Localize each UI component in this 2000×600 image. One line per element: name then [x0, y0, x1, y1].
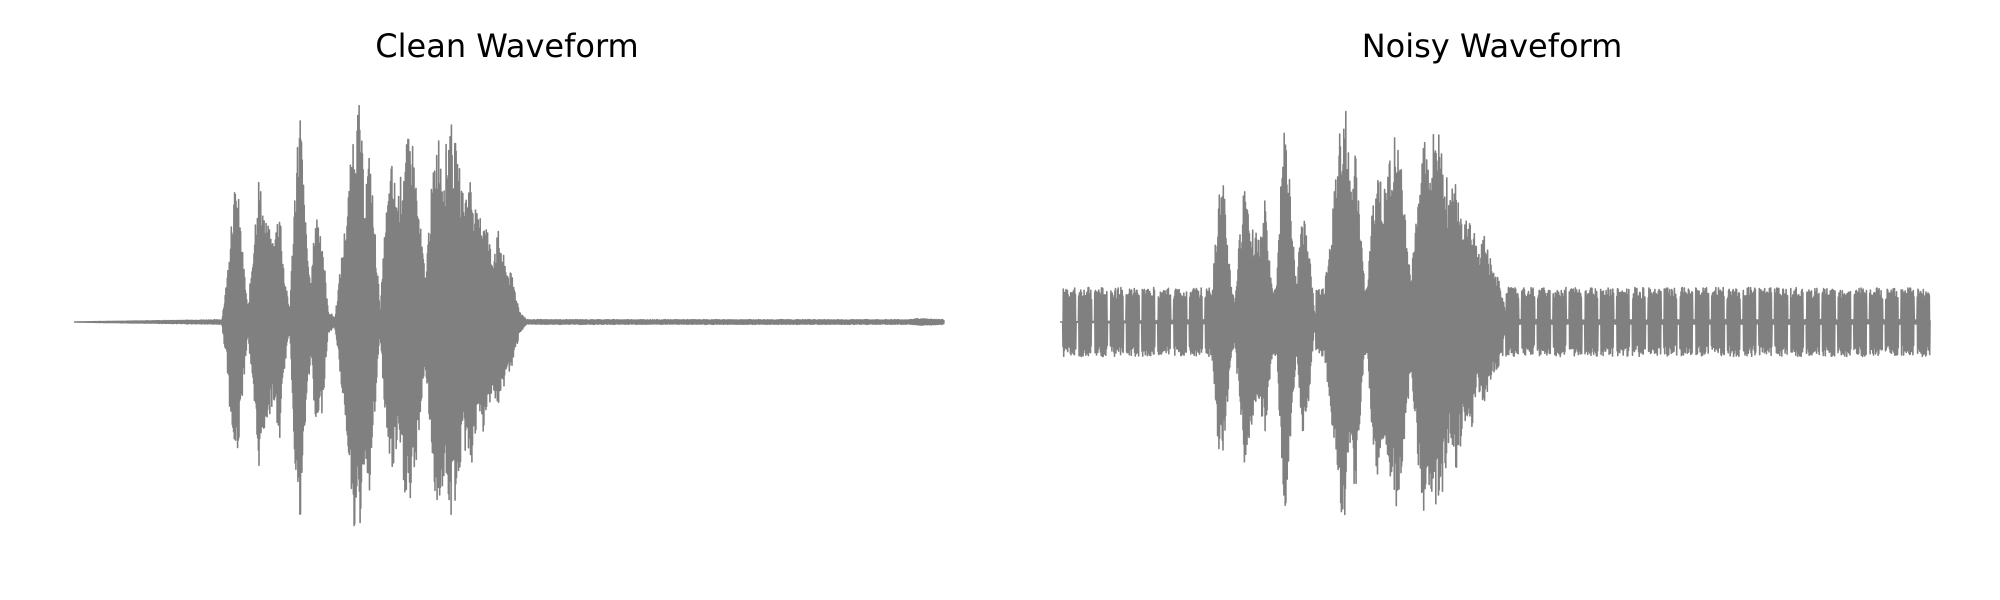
clean-waveform-title: Clean Waveform	[375, 27, 638, 65]
noisy-waveform-panel: Noisy Waveform	[1059, 27, 1931, 516]
clean-waveform-panel: Clean Waveform	[73, 27, 945, 527]
noisy-waveform-line	[1059, 110, 1931, 516]
noisy-waveform-title: Noisy Waveform	[1362, 27, 1623, 65]
clean-waveform-line	[73, 104, 945, 527]
